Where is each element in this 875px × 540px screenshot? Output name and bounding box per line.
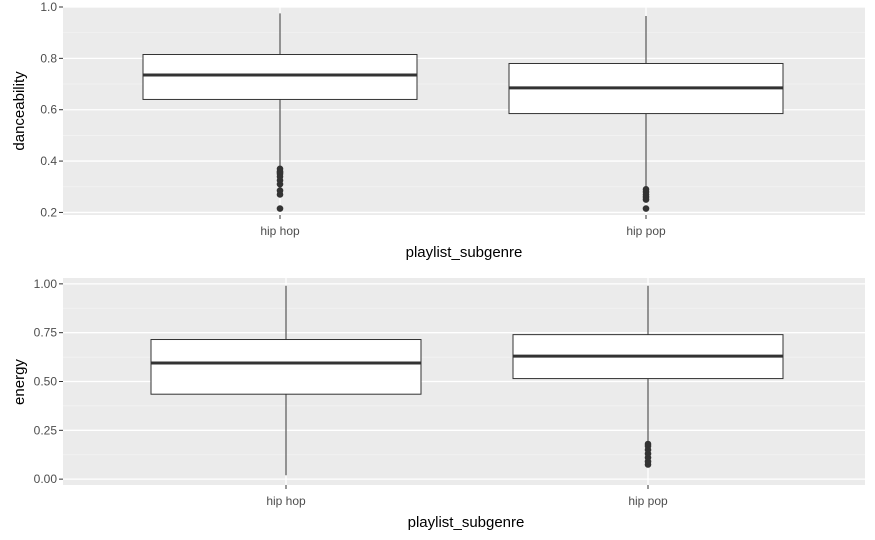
x-tick-label: hip pop	[626, 224, 666, 238]
y-tick-label: 0.6	[40, 103, 57, 117]
outlier-point	[644, 440, 652, 448]
x-tick-label: hip pop	[628, 494, 668, 508]
outlier-point	[276, 187, 284, 194]
outlier-point	[276, 165, 284, 173]
y-tick-label: 0.00	[34, 472, 58, 486]
y-axis-title: danceability	[11, 71, 28, 151]
x-axis-title: playlist_subgenre	[406, 244, 523, 261]
y-tick-label: 0.50	[34, 375, 58, 389]
y-tick-label: 0.4	[40, 154, 57, 168]
y-axis-title: energy	[11, 359, 28, 405]
y-tick-label: 0.75	[34, 326, 58, 340]
iqr-box	[150, 339, 422, 395]
x-tick-label: hip hop	[260, 224, 300, 238]
y-tick-label: 0.25	[34, 423, 58, 437]
y-tick-label: 0.8	[40, 51, 57, 65]
x-axis-title: playlist_subgenre	[408, 514, 525, 531]
y-tick-label: 1.00	[34, 277, 58, 291]
y-tick-label: 1.0	[40, 0, 57, 14]
x-tick-label: hip hop	[266, 494, 306, 508]
outlier-point	[642, 205, 650, 212]
y-tick-label: 0.2	[40, 205, 57, 219]
outlier-point	[276, 205, 284, 212]
energy-panel: 0.00 0.25 0.50 0.75 1.00 hip hop hip pop playl…	[11, 277, 865, 531]
iqr-box	[142, 54, 418, 100]
outlier-point	[642, 186, 650, 193]
danceability-panel: 0.2 0.4 0.6 0.8 1.0 hip hop hip pop playlist_s…	[11, 0, 865, 261]
